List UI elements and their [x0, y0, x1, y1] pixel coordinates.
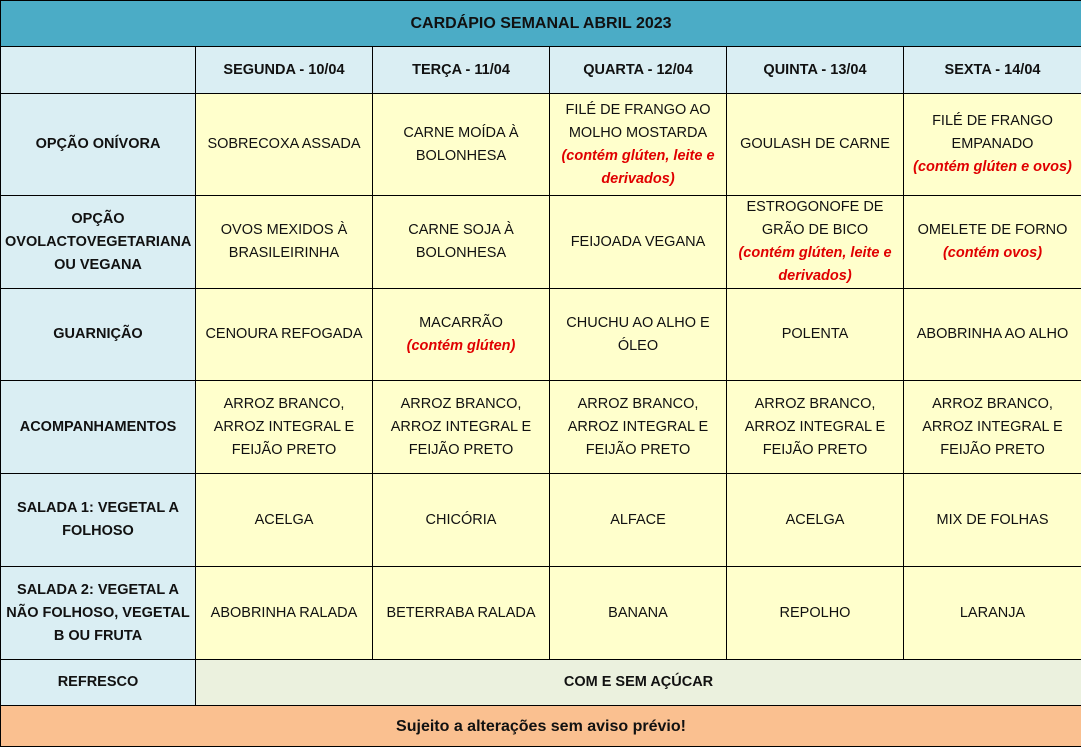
menu-cell: ARROZ BRANCO, ARROZ INTEGRAL E FEIJÃO PR… [550, 381, 727, 474]
dish-name: BETERRABA RALADA [377, 602, 545, 625]
menu-cell: CHICÓRIA [373, 474, 550, 567]
dish-name: SOBRECOXA ASSADA [200, 133, 368, 156]
row-label: OPÇÃO OVOLACTOVEGETARIANA OU VEGANA [1, 196, 196, 289]
dish-name: ARROZ BRANCO, ARROZ INTEGRAL E FEIJÃO PR… [731, 393, 899, 462]
dish-name: REPOLHO [731, 602, 899, 625]
page-title: CARDÁPIO SEMANAL ABRIL 2023 [1, 1, 1081, 47]
menu-cell: ACELGA [727, 474, 904, 567]
row-label: REFRESCO [1, 660, 196, 706]
day-header: SEGUNDA - 10/04 [196, 47, 373, 94]
dish-name: ABOBRINHA AO ALHO [908, 323, 1077, 346]
dish-name: ARROZ BRANCO, ARROZ INTEGRAL E FEIJÃO PR… [554, 393, 722, 462]
dish-name: ACELGA [731, 509, 899, 532]
menu-cell: BETERRABA RALADA [373, 567, 550, 660]
menu-cell: ABOBRINHA AO ALHO [904, 289, 1081, 381]
day-header: QUINTA - 13/04 [727, 47, 904, 94]
dish-name: FILÉ DE FRANGO AO MOLHO MOSTARDA [554, 99, 722, 145]
dish-name: ARROZ BRANCO, ARROZ INTEGRAL E FEIJÃO PR… [908, 393, 1077, 462]
menu-cell: CHUCHU AO ALHO E ÓLEO [550, 289, 727, 381]
dish-name: ARROZ BRANCO, ARROZ INTEGRAL E FEIJÃO PR… [377, 393, 545, 462]
row-label: ACOMPANHAMENTOS [1, 381, 196, 474]
dish-name: OVOS MEXIDOS À BRASILEIRINHA [200, 219, 368, 265]
menu-cell: ARROZ BRANCO, ARROZ INTEGRAL E FEIJÃO PR… [904, 381, 1081, 474]
menu-cell: ESTROGONOFE DE GRÃO DE BICO(contém glúte… [727, 196, 904, 289]
dish-name: CARNE SOJA À BOLONHESA [377, 219, 545, 265]
menu-cell: CARNE MOÍDA À BOLONHESA [373, 94, 550, 196]
dish-name: POLENTA [731, 323, 899, 346]
dish-name: FEIJOADA VEGANA [554, 231, 722, 254]
menu-cell: MIX DE FOLHAS [904, 474, 1081, 567]
menu-cell: CARNE SOJA À BOLONHESA [373, 196, 550, 289]
allergen-note: (contém glúten, leite e derivados) [731, 242, 899, 288]
menu-cell: REPOLHO [727, 567, 904, 660]
dish-name: FILÉ DE FRANGO EMPANADO [908, 110, 1077, 156]
menu-cell: ARROZ BRANCO, ARROZ INTEGRAL E FEIJÃO PR… [727, 381, 904, 474]
dish-name: ESTROGONOFE DE GRÃO DE BICO [731, 196, 899, 242]
dish-name: LARANJA [908, 602, 1077, 625]
menu-cell: ACELGA [196, 474, 373, 567]
dish-name: ALFACE [554, 509, 722, 532]
menu-cell: ABOBRINHA RALADA [196, 567, 373, 660]
menu-cell: CENOURA REFOGADA [196, 289, 373, 381]
day-header: TERÇA - 11/04 [373, 47, 550, 94]
menu-cell: LARANJA [904, 567, 1081, 660]
allergen-note: (contém glúten, leite e derivados) [554, 145, 722, 191]
menu-cell: ARROZ BRANCO, ARROZ INTEGRAL E FEIJÃO PR… [373, 381, 550, 474]
dish-name: ARROZ BRANCO, ARROZ INTEGRAL E FEIJÃO PR… [200, 393, 368, 462]
dish-name: MIX DE FOLHAS [908, 509, 1077, 532]
menu-cell: SOBRECOXA ASSADA [196, 94, 373, 196]
row-label: OPÇÃO ONÍVORA [1, 94, 196, 196]
menu-row: SALADA 2: VEGETAL A NÃO FOLHOSO, VEGETAL… [1, 567, 1081, 660]
menu-cell: BANANA [550, 567, 727, 660]
menu-cell: ALFACE [550, 474, 727, 567]
menu-cell: FEIJOADA VEGANA [550, 196, 727, 289]
row-label: GUARNIÇÃO [1, 289, 196, 381]
day-header: SEXTA - 14/04 [904, 47, 1081, 94]
row-label: SALADA 1: VEGETAL A FOLHOSO [1, 474, 196, 567]
footer-notice: Sujeito a alterações sem aviso prévio! [1, 706, 1081, 747]
row-label: SALADA 2: VEGETAL A NÃO FOLHOSO, VEGETAL… [1, 567, 196, 660]
day-header: QUARTA - 12/04 [550, 47, 727, 94]
menu-cell: POLENTA [727, 289, 904, 381]
menu-cell: GOULASH DE CARNE [727, 94, 904, 196]
dish-name: ABOBRINHA RALADA [200, 602, 368, 625]
menu-cell: OVOS MEXIDOS À BRASILEIRINHA [196, 196, 373, 289]
dish-name: CARNE MOÍDA À BOLONHESA [377, 122, 545, 168]
menu-cell: MACARRÃO(contém glúten) [373, 289, 550, 381]
dish-name: GOULASH DE CARNE [731, 133, 899, 156]
dish-name: CENOURA REFOGADA [200, 323, 368, 346]
dish-name: OMELETE DE FORNO [908, 219, 1077, 242]
allergen-note: (contém ovos) [908, 242, 1077, 265]
refresco-value: COM E SEM AÇÚCAR [196, 660, 1081, 706]
menu-cell: FILÉ DE FRANGO EMPANADO(contém glúten e … [904, 94, 1081, 196]
dish-name: MACARRÃO [377, 312, 545, 335]
menu-cell: ARROZ BRANCO, ARROZ INTEGRAL E FEIJÃO PR… [196, 381, 373, 474]
menu-cell: FILÉ DE FRANGO AO MOLHO MOSTARDA(contém … [550, 94, 727, 196]
menu-cell: OMELETE DE FORNO(contém ovos) [904, 196, 1081, 289]
dish-name: CHUCHU AO ALHO E ÓLEO [554, 312, 722, 358]
corner-cell [1, 47, 196, 94]
dish-name: ACELGA [200, 509, 368, 532]
allergen-note: (contém glúten) [377, 335, 545, 358]
dish-name: BANANA [554, 602, 722, 625]
dish-name: CHICÓRIA [377, 509, 545, 532]
allergen-note: (contém glúten e ovos) [908, 156, 1077, 179]
